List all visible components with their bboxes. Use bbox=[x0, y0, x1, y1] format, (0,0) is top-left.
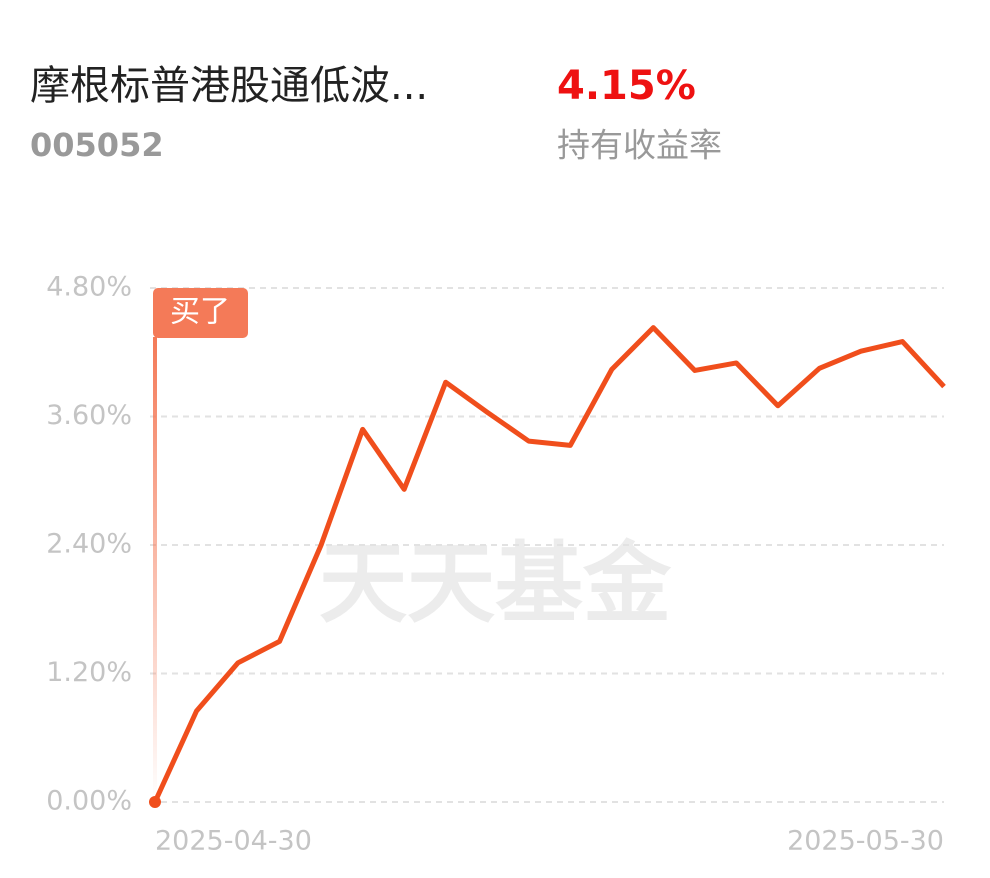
buy-label: 买了 bbox=[170, 295, 230, 330]
fund-name: 摩根标普港股通低波... bbox=[30, 63, 428, 109]
watermark: 天天基金 bbox=[319, 532, 672, 635]
fund-code: 005052 bbox=[30, 126, 164, 164]
start-dot bbox=[149, 796, 161, 808]
y-tick-label: 3.60% bbox=[46, 400, 132, 431]
line-series bbox=[152, 325, 946, 804]
y-tick-label: 4.80% bbox=[46, 272, 132, 303]
y-tick-label: 2.40% bbox=[46, 529, 132, 560]
y-tick-label: 0.00% bbox=[46, 786, 132, 817]
buy-badge bbox=[153, 288, 248, 338]
buy-line bbox=[153, 337, 157, 802]
return-label: 持有收益率 bbox=[557, 126, 722, 165]
x-tick-label: 2025-05-30 bbox=[787, 826, 944, 857]
x-tick-label: 2025-04-30 bbox=[155, 826, 312, 857]
return-value: 4.15% bbox=[557, 63, 696, 109]
y-tick-label: 1.20% bbox=[46, 657, 132, 688]
